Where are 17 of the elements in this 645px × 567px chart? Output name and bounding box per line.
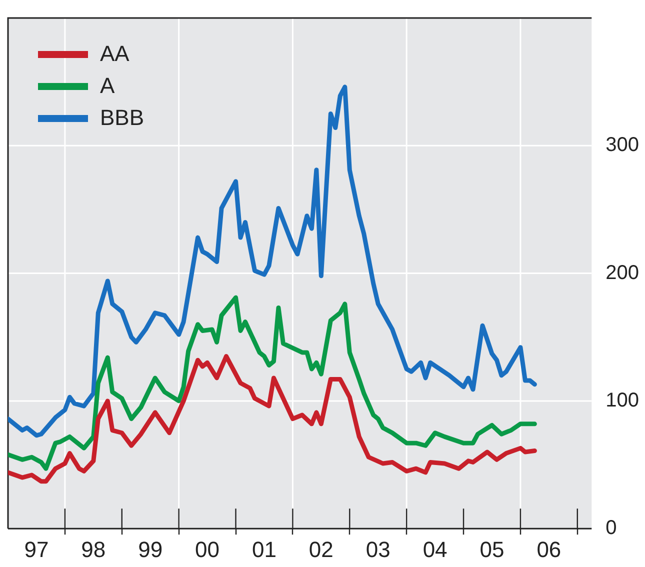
x-tick-label: 05 — [480, 536, 504, 562]
x-tick-label: 99 — [138, 536, 163, 562]
legend-label: BBB — [100, 104, 144, 132]
x-tick-label: 97 — [24, 536, 49, 562]
x-tick-label: 03 — [366, 536, 390, 562]
y-tick-label: 200 — [606, 262, 640, 284]
y-tick-label: 300 — [606, 134, 640, 156]
legend-label: AA — [100, 40, 130, 68]
x-tick-label: 98 — [81, 536, 106, 562]
x-tick-label: 06 — [536, 536, 562, 562]
legend-label: A — [100, 72, 115, 100]
y-tick-label: 100 — [606, 389, 640, 412]
x-tick-label: 00 — [195, 536, 220, 562]
x-tick-label: 04 — [422, 536, 448, 562]
x-tick-label: 01 — [252, 536, 276, 562]
x-tick-label: 02 — [308, 536, 334, 562]
y-tick-label: 0 — [606, 517, 617, 540]
